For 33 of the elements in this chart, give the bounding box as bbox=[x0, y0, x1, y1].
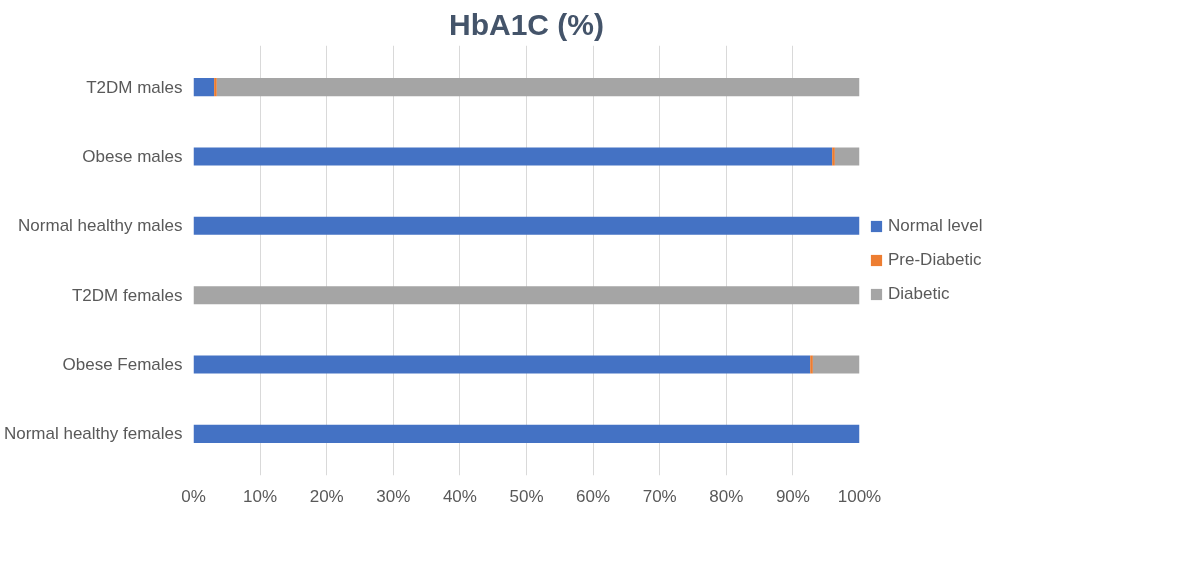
x-tick-label: 20% bbox=[309, 486, 344, 506]
y-tick-label: T2DM females bbox=[71, 285, 183, 305]
chart-title: HbA1C (%) bbox=[449, 7, 604, 41]
y-tick-label: T2DM males bbox=[86, 77, 183, 97]
y-tick-label: Obese Females bbox=[62, 355, 183, 375]
x-tick-label: 50% bbox=[509, 486, 544, 506]
x-tick-label: 80% bbox=[709, 486, 744, 506]
bar bbox=[832, 147, 835, 166]
bar bbox=[193, 78, 215, 97]
x-tick-label: 70% bbox=[642, 486, 677, 506]
y-tick-label: Obese males bbox=[82, 146, 183, 166]
bar bbox=[214, 78, 217, 97]
legend-label: Normal level bbox=[888, 216, 983, 236]
bar bbox=[834, 147, 860, 166]
x-tick-label: 60% bbox=[576, 486, 611, 506]
bar bbox=[193, 286, 860, 305]
x-tick-label: 0% bbox=[181, 486, 206, 506]
x-tick-label: 30% bbox=[376, 486, 411, 506]
legend-label: Diabetic bbox=[888, 284, 950, 304]
bar bbox=[216, 78, 860, 97]
bar bbox=[193, 355, 811, 374]
y-tick-label: Normal healthy females bbox=[3, 424, 183, 444]
bar bbox=[810, 355, 813, 374]
legend-label: Pre-Diabetic bbox=[888, 250, 982, 270]
bar bbox=[193, 147, 833, 166]
x-tick-label: 90% bbox=[775, 486, 810, 506]
x-tick-label: 40% bbox=[442, 486, 477, 506]
x-tick-label: 100% bbox=[837, 486, 882, 506]
bar bbox=[812, 355, 860, 374]
bar bbox=[193, 424, 860, 443]
x-tick-label: 10% bbox=[243, 486, 278, 506]
bar bbox=[193, 216, 860, 235]
y-tick-label: Normal healthy males bbox=[18, 216, 183, 236]
